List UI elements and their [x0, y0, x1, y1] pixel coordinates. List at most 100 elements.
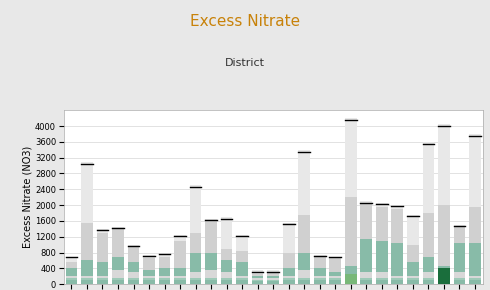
Bar — [329, 280, 341, 284]
Bar — [407, 215, 418, 245]
Bar — [159, 257, 171, 268]
Bar — [236, 235, 248, 251]
Bar — [97, 278, 108, 280]
Bar — [143, 276, 155, 278]
Bar — [112, 257, 124, 270]
Bar — [66, 262, 77, 268]
Bar — [159, 253, 171, 257]
Bar — [392, 280, 403, 284]
Bar — [66, 278, 77, 280]
Bar — [345, 276, 357, 278]
Bar — [190, 233, 201, 253]
Bar — [268, 272, 279, 276]
Bar — [469, 278, 481, 280]
Bar — [298, 278, 310, 280]
Bar — [392, 243, 403, 276]
Bar — [314, 255, 325, 257]
Bar — [407, 278, 418, 280]
Bar — [422, 257, 434, 272]
Bar — [329, 272, 341, 276]
Bar — [283, 253, 294, 268]
Bar — [407, 280, 418, 284]
Bar — [128, 272, 139, 278]
Bar — [454, 278, 465, 280]
Bar — [97, 262, 108, 276]
Text: Excess Nitrate: Excess Nitrate — [190, 14, 300, 30]
Bar — [438, 268, 450, 284]
Bar — [283, 280, 294, 284]
Bar — [314, 268, 325, 276]
Bar — [190, 272, 201, 278]
Bar — [392, 278, 403, 280]
Bar — [422, 280, 434, 284]
Bar — [205, 221, 217, 253]
Bar — [112, 280, 124, 284]
Bar — [329, 276, 341, 278]
Bar — [376, 280, 388, 284]
Bar — [392, 205, 403, 209]
Bar — [438, 276, 450, 278]
Bar — [407, 276, 418, 278]
Bar — [268, 270, 279, 272]
Bar — [252, 280, 264, 281]
Bar — [174, 278, 186, 280]
Bar — [81, 280, 93, 284]
Text: District: District — [225, 58, 265, 68]
Bar — [143, 270, 155, 276]
Bar — [252, 278, 264, 280]
Bar — [361, 278, 372, 280]
Bar — [236, 262, 248, 276]
Bar — [329, 278, 341, 280]
Bar — [268, 278, 279, 280]
Bar — [143, 255, 155, 258]
Bar — [190, 278, 201, 280]
Bar — [112, 278, 124, 280]
Bar — [221, 272, 232, 278]
Bar — [221, 280, 232, 284]
Bar — [112, 270, 124, 278]
Bar — [345, 280, 357, 284]
Bar — [159, 280, 171, 284]
Bar — [438, 124, 450, 205]
Bar — [205, 280, 217, 284]
Bar — [422, 142, 434, 213]
Bar — [66, 268, 77, 276]
Bar — [190, 185, 201, 233]
Bar — [190, 280, 201, 284]
Bar — [329, 257, 341, 258]
Bar — [112, 229, 124, 257]
Bar — [469, 276, 481, 278]
Bar — [329, 258, 341, 272]
Bar — [361, 239, 372, 272]
Bar — [205, 253, 217, 270]
Bar — [454, 227, 465, 243]
Bar — [438, 278, 450, 280]
Bar — [236, 278, 248, 280]
Bar — [66, 280, 77, 284]
Bar — [81, 223, 93, 260]
Bar — [221, 217, 232, 249]
Bar — [376, 203, 388, 207]
Bar — [298, 215, 310, 253]
Bar — [298, 150, 310, 215]
Bar — [236, 276, 248, 278]
Bar — [422, 278, 434, 280]
Bar — [159, 276, 171, 278]
Bar — [392, 276, 403, 278]
Bar — [407, 245, 418, 262]
Bar — [407, 262, 418, 276]
Bar — [205, 270, 217, 278]
Bar — [97, 233, 108, 262]
Bar — [190, 253, 201, 272]
Bar — [159, 268, 171, 276]
Bar — [252, 270, 264, 274]
Bar — [66, 276, 77, 278]
Bar — [454, 272, 465, 278]
Bar — [376, 272, 388, 278]
Bar — [422, 272, 434, 278]
Bar — [283, 268, 294, 276]
Bar — [252, 281, 264, 284]
Bar — [361, 201, 372, 203]
Bar — [236, 280, 248, 284]
Bar — [268, 281, 279, 284]
